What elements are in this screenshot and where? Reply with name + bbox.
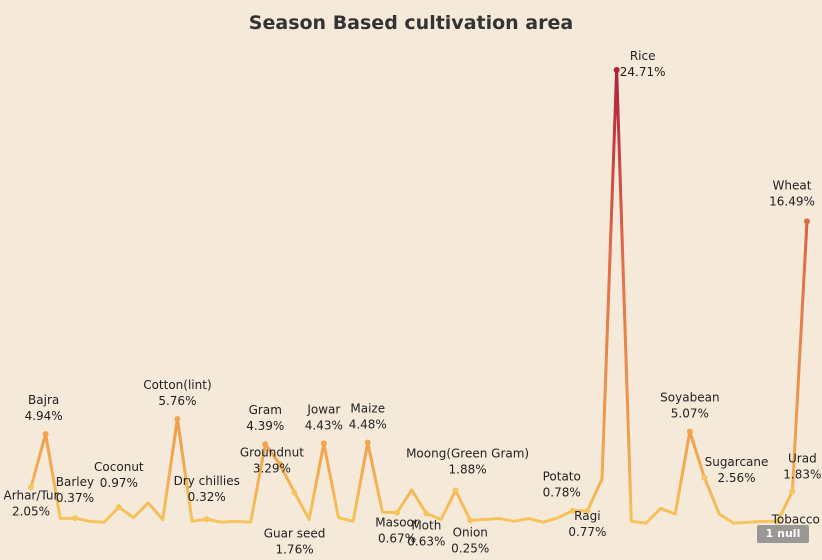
data-point[interactable] [569,507,576,514]
data-label-value: 2.05% [12,504,50,518]
data-label-category: Urad [788,451,817,465]
data-point[interactable] [613,67,620,73]
data-point[interactable] [789,488,796,495]
data-point[interactable] [452,487,459,494]
data-point[interactable] [394,509,401,516]
data-label-category: Barley [56,475,94,489]
data-label-value: 5.76% [158,394,196,408]
data-point[interactable] [71,515,78,522]
data-label-category: Potato [543,470,581,484]
data-label-value: 24.71% [620,65,666,79]
series-line [29,68,809,525]
data-label-category: Tobacco [771,512,820,526]
data-point[interactable] [276,461,283,468]
data-label-value: 0.63% [407,534,445,548]
data-point[interactable] [28,484,34,491]
data-label-category: Moth [411,518,441,532]
data-point[interactable] [686,428,693,435]
data-label-category: Onion [453,525,488,539]
data-point[interactable] [364,439,371,446]
data-label-value: 0.67% [378,532,416,546]
data-label-category: Jowar [306,402,340,416]
data-point[interactable] [804,218,810,225]
data-label-value: 16.49% [769,194,815,208]
data-label-category: Rice [630,49,656,63]
data-label-value: 4.48% [349,418,387,432]
data-label-category: Groundnut [240,445,304,459]
data-label-value: 4.43% [305,418,343,432]
data-label-value: 4.39% [246,419,284,433]
data-label-value: 2.56% [717,471,755,485]
data-label-category: Bajra [28,393,59,407]
data-label-value: 1.76% [275,543,313,557]
data-label-category: Moong(Green Gram) [406,446,529,460]
data-label-category: Arhar/Tur [4,488,59,502]
data-point[interactable] [584,507,591,514]
data-point[interactable] [467,517,474,524]
data-label-value: 0.32% [188,490,226,504]
data-label-category: Maize [350,402,385,416]
data-label-category: Ragi [574,509,600,523]
data-label-value: 5.07% [671,407,709,421]
data-point[interactable] [774,518,781,525]
data-label-category: Masoor [375,516,419,530]
data-point[interactable] [701,474,708,481]
data-label-category: Guar seed [264,527,326,541]
data-label-category: Coconut [94,460,144,474]
data-label-value: 4.94% [25,409,63,423]
data-label-category: Wheat [773,178,812,192]
data-label-value: 0.37% [56,491,94,505]
data-label-value: 0.78% [543,486,581,500]
chart-title: Season Based cultivation area [248,12,574,34]
data-label-value: 0.25% [451,541,489,555]
data-point[interactable] [174,415,181,422]
data-label-value: 0.97% [100,476,138,490]
data-label-value: 3.29% [253,461,291,475]
data-point[interactable] [262,441,269,448]
data-label-category: Dry chillies [174,474,240,488]
data-label-category: Cotton(lint) [143,378,211,392]
data-point[interactable] [320,440,327,447]
data-label-category: Soyabean [660,391,719,405]
data-point[interactable] [291,489,298,496]
data-point[interactable] [423,510,430,517]
null-indicator-badge[interactable]: 1 null [757,525,809,543]
data-label-value: 0.77% [568,525,606,539]
data-point[interactable] [42,431,49,438]
data-label-value: 1.88% [449,462,487,476]
data-label-value: 1.83% [783,467,821,481]
data-label-category: Sugarcane [705,455,769,469]
data-label-category: Gram [249,403,282,417]
data-point[interactable] [115,504,122,511]
data-point[interactable] [203,516,210,523]
